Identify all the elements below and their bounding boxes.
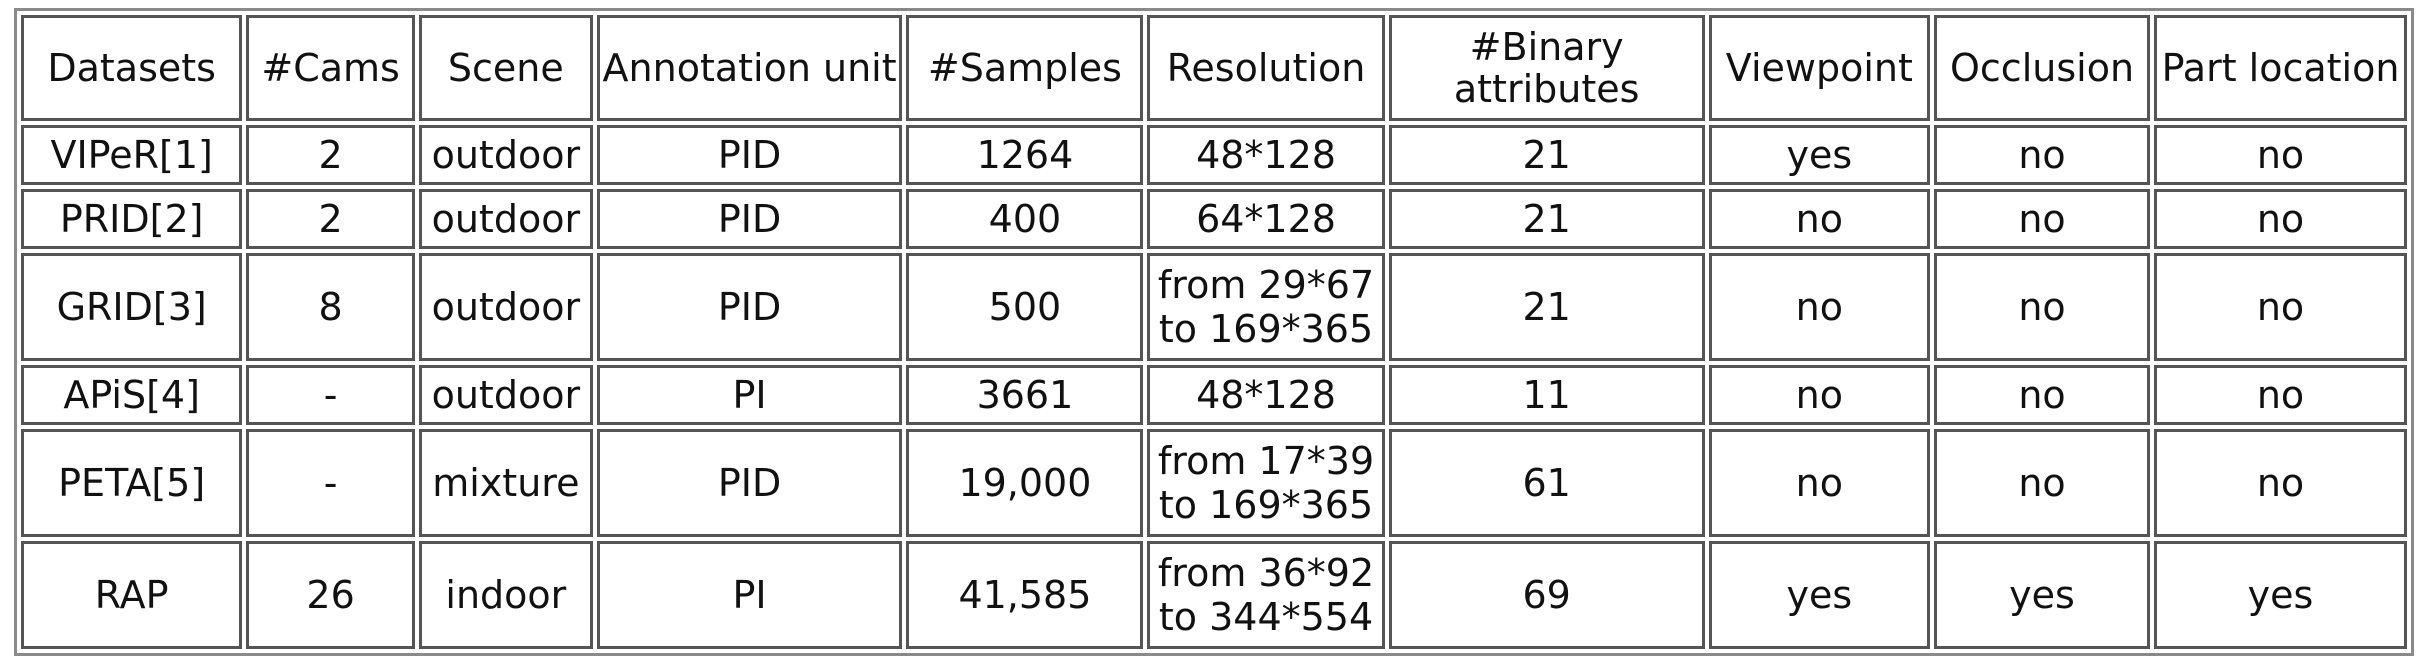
cell-viewpoint: yes bbox=[1708, 541, 1930, 649]
cell-annotation-unit: PID bbox=[596, 253, 903, 361]
cell-viewpoint: yes bbox=[1708, 125, 1930, 185]
cell-cams: 8 bbox=[246, 253, 415, 361]
cell-samples: 19,000 bbox=[906, 429, 1144, 537]
cell-binary-attributes: 21 bbox=[1388, 253, 1705, 361]
resolution-from: from 29*67 bbox=[1157, 263, 1375, 307]
cell-resolution: 64*128 bbox=[1147, 189, 1385, 249]
cell-cams: - bbox=[246, 429, 415, 537]
cell-viewpoint: no bbox=[1708, 253, 1930, 361]
cell-viewpoint: no bbox=[1708, 365, 1930, 425]
header-cams: #Cams bbox=[246, 15, 415, 121]
cell-part-location: no bbox=[2154, 429, 2407, 537]
cell-occlusion: yes bbox=[1934, 541, 2151, 649]
cell-annotation-unit: PID bbox=[596, 125, 903, 185]
header-binary-attributes: #Binary attributes bbox=[1388, 15, 1705, 121]
header-part-location: Part location bbox=[2154, 15, 2407, 121]
table-row: GRID[3] 8 outdoor PID 500 from 29*67 to … bbox=[21, 253, 2407, 361]
cell-scene: outdoor bbox=[418, 365, 593, 425]
cell-scene: mixture bbox=[418, 429, 593, 537]
cell-resolution: from 36*92 to 344*554 bbox=[1147, 541, 1385, 649]
cell-part-location: yes bbox=[2154, 541, 2407, 649]
cell-dataset: PRID[2] bbox=[21, 189, 243, 249]
cell-resolution: 48*128 bbox=[1147, 365, 1385, 425]
cell-binary-attributes: 61 bbox=[1388, 429, 1705, 537]
cell-samples: 41,585 bbox=[906, 541, 1144, 649]
resolution-from: from 36*92 bbox=[1157, 551, 1375, 595]
cell-cams: - bbox=[246, 365, 415, 425]
resolution-to: to 169*365 bbox=[1158, 307, 1374, 351]
table-row: VIPeR[1] 2 outdoor PID 1264 48*128 21 ye… bbox=[21, 125, 2407, 185]
cell-cams: 2 bbox=[246, 189, 415, 249]
cell-resolution: from 17*39 to 169*365 bbox=[1147, 429, 1385, 537]
cell-occlusion: no bbox=[1934, 365, 2151, 425]
header-viewpoint: Viewpoint bbox=[1708, 15, 1930, 121]
cell-part-location: no bbox=[2154, 365, 2407, 425]
comparison-table-container: Datasets #Cams Scene Annotation unit #Sa… bbox=[14, 8, 2414, 656]
cell-annotation-unit: PID bbox=[596, 189, 903, 249]
cell-annotation-unit: PID bbox=[596, 429, 903, 537]
header-row: Datasets #Cams Scene Annotation unit #Sa… bbox=[21, 15, 2407, 121]
cell-samples: 500 bbox=[906, 253, 1144, 361]
resolution-from: from 17*39 bbox=[1157, 439, 1375, 483]
cell-dataset: VIPeR[1] bbox=[21, 125, 243, 185]
cell-scene: outdoor bbox=[418, 125, 593, 185]
cell-samples: 1264 bbox=[906, 125, 1144, 185]
cell-part-location: no bbox=[2154, 253, 2407, 361]
cell-dataset: GRID[3] bbox=[21, 253, 243, 361]
cell-part-location: no bbox=[2154, 125, 2407, 185]
cell-annotation-unit: PI bbox=[596, 365, 903, 425]
cell-occlusion: no bbox=[1934, 429, 2151, 537]
table-row: APiS[4] - outdoor PI 3661 48*128 11 no n… bbox=[21, 365, 2407, 425]
header-scene: Scene bbox=[418, 15, 593, 121]
table-row: PRID[2] 2 outdoor PID 400 64*128 21 no n… bbox=[21, 189, 2407, 249]
cell-scene: outdoor bbox=[418, 253, 593, 361]
cell-cams: 2 bbox=[246, 125, 415, 185]
cell-occlusion: no bbox=[1934, 189, 2151, 249]
cell-dataset: APiS[4] bbox=[21, 365, 243, 425]
table-row: RAP 26 indoor PI 41,585 from 36*92 to 34… bbox=[21, 541, 2407, 649]
cell-samples: 400 bbox=[906, 189, 1144, 249]
cell-binary-attributes: 21 bbox=[1388, 189, 1705, 249]
cell-scene: outdoor bbox=[418, 189, 593, 249]
cell-occlusion: no bbox=[1934, 253, 2151, 361]
cell-resolution: from 29*67 to 169*365 bbox=[1147, 253, 1385, 361]
header-occlusion: Occlusion bbox=[1934, 15, 2151, 121]
resolution-to: to 344*554 bbox=[1158, 595, 1374, 639]
header-resolution: Resolution bbox=[1147, 15, 1385, 121]
cell-part-location: no bbox=[2154, 189, 2407, 249]
cell-viewpoint: no bbox=[1708, 429, 1930, 537]
cell-binary-attributes: 21 bbox=[1388, 125, 1705, 185]
cell-dataset: RAP bbox=[21, 541, 243, 649]
cell-resolution: 48*128 bbox=[1147, 125, 1385, 185]
dataset-comparison-table: Datasets #Cams Scene Annotation unit #Sa… bbox=[14, 8, 2414, 656]
header-datasets: Datasets bbox=[21, 15, 243, 121]
cell-samples: 3661 bbox=[906, 365, 1144, 425]
header-annotation-unit: Annotation unit bbox=[596, 15, 903, 121]
cell-annotation-unit: PI bbox=[596, 541, 903, 649]
cell-binary-attributes: 69 bbox=[1388, 541, 1705, 649]
cell-scene: indoor bbox=[418, 541, 593, 649]
cell-occlusion: no bbox=[1934, 125, 2151, 185]
cell-binary-attributes: 11 bbox=[1388, 365, 1705, 425]
header-samples: #Samples bbox=[906, 15, 1144, 121]
resolution-to: to 169*365 bbox=[1158, 483, 1374, 527]
cell-cams: 26 bbox=[246, 541, 415, 649]
cell-viewpoint: no bbox=[1708, 189, 1930, 249]
table-row: PETA[5] - mixture PID 19,000 from 17*39 … bbox=[21, 429, 2407, 537]
cell-dataset: PETA[5] bbox=[21, 429, 243, 537]
